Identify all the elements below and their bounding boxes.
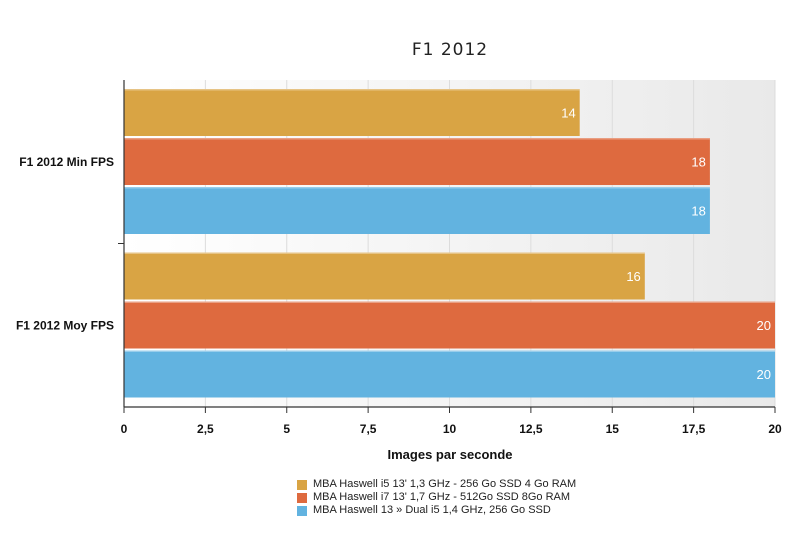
data-label: 18 <box>691 204 705 219</box>
bar-highlight <box>124 350 775 352</box>
x-tick-label: 20 <box>768 422 782 436</box>
bar <box>124 301 775 349</box>
x-tick-label: 7,5 <box>360 422 377 436</box>
legend-label: MBA Haswell i7 13' 1,7 GHz - 512Go SSD 8… <box>313 491 571 503</box>
data-label: 20 <box>757 318 771 333</box>
bar-highlight <box>124 89 580 91</box>
x-axis-label: Images par seconde <box>387 447 513 462</box>
bar <box>124 138 710 185</box>
x-tick-label: 0 <box>121 422 128 436</box>
legend-swatch <box>297 492 307 503</box>
legend: MBA Haswell i5 13' 1,3 GHz - 256 Go SSD … <box>297 478 576 517</box>
bar <box>124 350 775 398</box>
bar-highlight <box>124 187 710 189</box>
x-tick-label: 15 <box>606 422 620 436</box>
bar <box>124 89 580 136</box>
x-tick-label: 5 <box>283 422 290 436</box>
legend-item: MBA Haswell i5 13' 1,3 GHz - 256 Go SSD … <box>297 478 576 491</box>
data-label: 18 <box>691 155 705 170</box>
bar-highlight <box>124 301 775 303</box>
category-label: F1 2012 Min FPS <box>19 155 114 169</box>
legend-swatch <box>297 505 307 516</box>
data-label: 20 <box>757 367 771 382</box>
legend-item: MBA Haswell i7 13' 1,7 GHz - 512Go SSD 8… <box>297 491 576 504</box>
x-tick-label: 12,5 <box>519 422 543 436</box>
bar-highlight <box>124 138 710 140</box>
legend-item: MBA Haswell 13 » Dual i5 1,4 GHz, 256 Go… <box>297 504 576 517</box>
data-label: 16 <box>626 269 640 284</box>
bar <box>124 252 645 300</box>
x-tick-label: 10 <box>443 422 457 436</box>
category-label: F1 2012 Moy FPS <box>16 318 114 332</box>
legend-swatch <box>297 479 307 490</box>
legend-label: MBA Haswell 13 » Dual i5 1,4 GHz, 256 Go… <box>313 504 551 516</box>
x-tick-label: 2,5 <box>197 422 214 436</box>
bar-highlight <box>124 252 645 254</box>
data-label: 14 <box>561 106 575 121</box>
chart-title: F1 2012 <box>411 40 489 60</box>
x-tick-label: 17,5 <box>682 422 706 436</box>
legend-label: MBA Haswell i5 13' 1,3 GHz - 256 Go SSD … <box>313 478 577 490</box>
bar <box>124 187 710 234</box>
